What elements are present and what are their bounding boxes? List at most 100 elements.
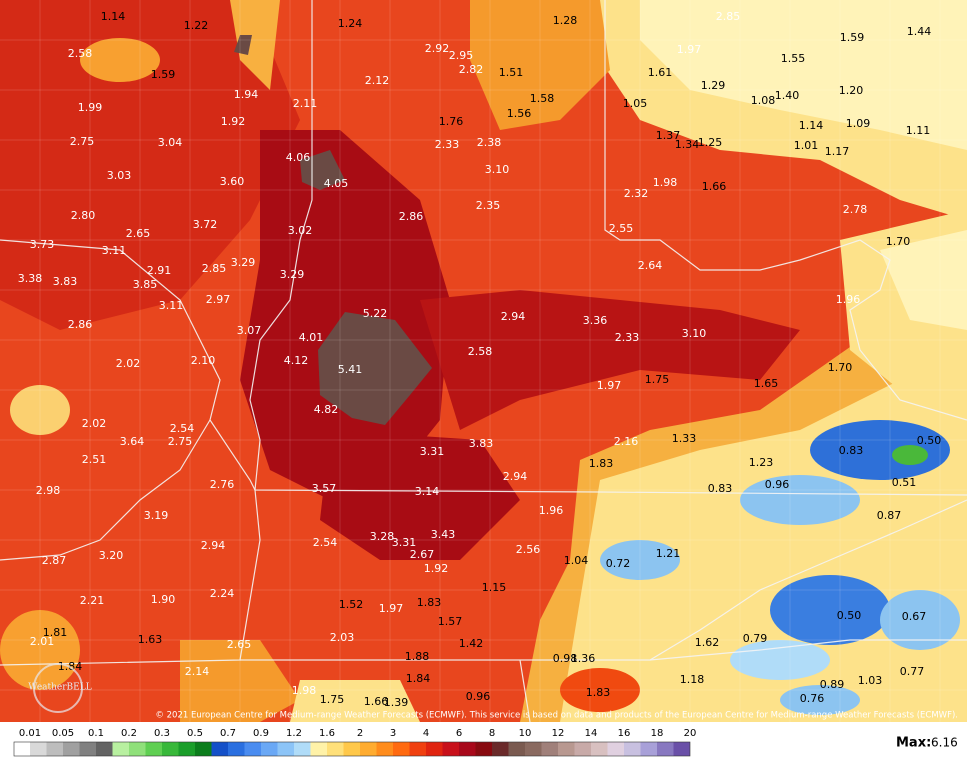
value-label: 2.58: [468, 345, 493, 358]
value-label: 1.94: [234, 88, 259, 101]
value-label: 1.24: [338, 17, 363, 30]
value-label: 3.10: [485, 163, 510, 176]
legend-swatch: [178, 742, 195, 756]
value-label: 1.61: [648, 66, 673, 79]
legend-swatch: [574, 742, 591, 756]
value-label: 0.50: [837, 609, 862, 622]
value-label: 1.65: [754, 377, 779, 390]
value-label: 2.94: [503, 470, 528, 483]
value-label: 2.78: [843, 203, 868, 216]
value-label: 1.33: [672, 432, 697, 445]
legend-swatch: [294, 742, 311, 756]
value-label: 4.82: [314, 403, 339, 416]
value-label: 2.12: [365, 74, 390, 87]
legend: 0.01 0.05 0.1 0.2 0.3 0.5 0.7 0.9 1.2 1.6 2 3 4 6 8 10 1…: [13, 728, 696, 757]
value-label: 0.98: [553, 652, 578, 665]
value-label: 2.91: [147, 264, 172, 277]
legend-label: 1.6: [319, 728, 335, 739]
value-label: 1.14: [101, 10, 126, 23]
value-label: 0.51: [892, 476, 917, 489]
value-label: 2.85: [202, 262, 227, 275]
value-label: 2.98: [36, 484, 61, 497]
value-label: 3.11: [159, 299, 184, 312]
value-label: 1.97: [677, 43, 702, 56]
value-label: 1.75: [645, 373, 670, 386]
value-label: 2.14: [185, 665, 210, 678]
legend-swatch: [277, 742, 294, 756]
value-label: 0.79: [743, 632, 768, 645]
value-label: 2.67: [410, 548, 435, 561]
legend-swatch: [459, 742, 476, 756]
value-label: 1.08: [751, 94, 776, 107]
value-label: 3.60: [220, 175, 245, 188]
value-label: 4.12: [284, 354, 309, 367]
value-label: 1.98: [653, 176, 678, 189]
value-label: 0.76: [800, 692, 825, 705]
value-label: 1.83: [417, 596, 442, 609]
value-label: 0.72: [606, 557, 631, 570]
value-label: 3.04: [158, 136, 183, 149]
value-label: 0.96: [466, 690, 491, 703]
value-label: 2.80: [71, 209, 96, 222]
value-label: 1.66: [364, 695, 389, 708]
legend-swatch: [211, 742, 228, 756]
value-label: 1.76: [439, 115, 464, 128]
value-label: 1.42: [459, 637, 484, 650]
value-label: 5.22: [363, 307, 388, 320]
legend-swatch: [475, 742, 492, 756]
legend-swatch: [145, 742, 162, 756]
value-label: 0.50: [917, 434, 942, 447]
value-label: 3.02: [288, 224, 313, 237]
value-label: 2.33: [615, 331, 640, 344]
value-label: 1.37: [656, 129, 681, 142]
value-label: 2.65: [227, 638, 252, 651]
legend-swatch: [129, 742, 146, 756]
legend-label: 0.2: [121, 728, 137, 739]
value-label: 2.92: [425, 42, 450, 55]
value-label: 3.85: [133, 278, 158, 291]
legend-swatch: [14, 742, 30, 756]
value-label: 1.40: [775, 89, 800, 102]
legend-swatch: [591, 742, 608, 756]
value-label: 2.54: [170, 422, 195, 435]
value-label: 3.64: [120, 435, 145, 448]
legend-swatch: [30, 742, 47, 756]
value-label: 3.73: [30, 238, 55, 251]
map-background: [0, 0, 967, 723]
legend-label: 0.7: [220, 728, 236, 739]
value-label: 1.09: [846, 117, 871, 130]
value-label: 1.90: [151, 593, 176, 606]
legend-label: 16: [618, 728, 631, 739]
value-label: 3.14: [415, 485, 440, 498]
value-label: 2.33: [435, 138, 460, 151]
value-label: 1.36: [571, 652, 596, 665]
legend-swatch: [228, 742, 245, 756]
legend-label: 0.3: [154, 728, 170, 739]
value-label: 1.18: [680, 673, 705, 686]
legend-swatch: [673, 742, 690, 756]
value-label: 1.14: [799, 119, 824, 132]
value-label: 0.89: [820, 678, 845, 691]
legend-swatch: [79, 742, 96, 756]
value-label: 3.29: [280, 268, 305, 281]
value-label: 2.94: [201, 539, 226, 552]
legend-swatch: [607, 742, 624, 756]
value-label: 1.84: [406, 672, 431, 685]
value-label: 3.83: [469, 437, 494, 450]
value-label: 1.21: [656, 547, 681, 560]
legend-swatch: [360, 742, 377, 756]
value-label: 3.03: [107, 169, 132, 182]
value-label: 1.55: [781, 52, 806, 65]
legend-swatch: [327, 742, 344, 756]
value-label: 2.94: [501, 310, 526, 323]
legend-swatch: [508, 742, 525, 756]
value-label: 1.04: [564, 554, 589, 567]
value-label: 0.96: [765, 478, 790, 491]
legend-swatch: [343, 742, 360, 756]
value-label: 0.67: [902, 610, 927, 623]
value-label: 2.56: [516, 543, 541, 556]
legend-label: 0.9: [253, 728, 269, 739]
legend-label: 14: [585, 728, 598, 739]
value-label: 2.55: [609, 222, 634, 235]
value-label: 2.21: [80, 594, 105, 607]
